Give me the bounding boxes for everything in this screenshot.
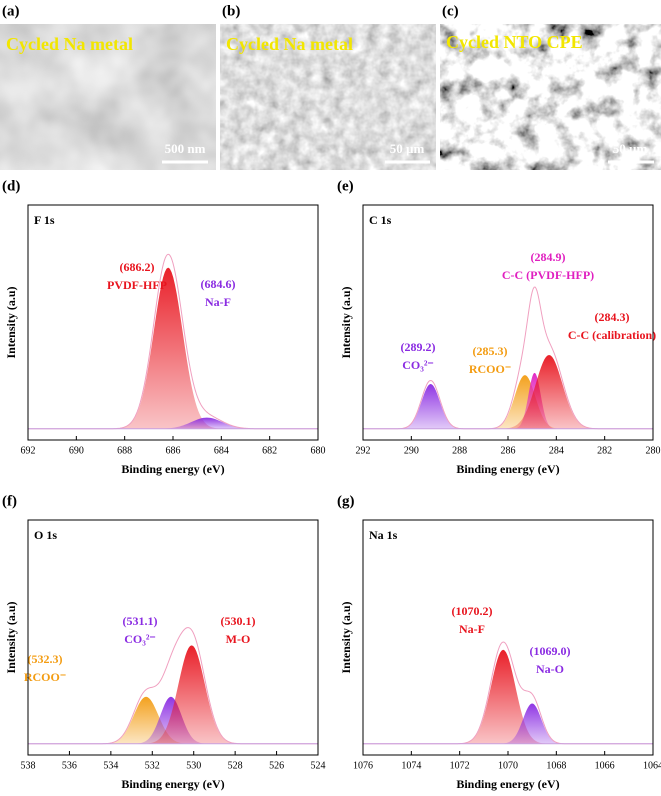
peak-area	[98, 417, 316, 429]
peak-position-label: (284.9)	[531, 250, 566, 264]
image-caption: Cycled Na metal	[6, 34, 133, 54]
peak-name: Na-F	[459, 622, 485, 636]
peak-position-label: (284.3)	[595, 310, 630, 324]
x-tick-label: 280	[646, 445, 661, 456]
spectrum-title: C 1s	[369, 213, 392, 227]
peak-name: CO₃²⁻	[402, 358, 434, 372]
spectrum-title: F 1s	[34, 213, 55, 227]
image-caption: Cycled Na metal	[226, 34, 353, 54]
x-tick-label: 534	[103, 760, 118, 771]
x-tick-label: 686	[166, 445, 181, 456]
x-tick-label: 538	[21, 760, 36, 771]
spectrum-title: O 1s	[34, 528, 57, 542]
peak-area	[365, 384, 496, 429]
peak-name: C-C (PVDF-HFP)	[502, 268, 594, 282]
peak-area	[66, 267, 270, 429]
x-tick-label: 690	[69, 445, 84, 456]
x-tick-label: 684	[214, 445, 229, 456]
x-tick-label: 1072	[450, 760, 470, 771]
scale-label: 500 nm	[165, 141, 206, 156]
x-tick-label: 532	[145, 760, 160, 771]
peak-position-label: (686.2)	[120, 260, 155, 274]
x-tick-label: 682	[262, 445, 277, 456]
spectrum-title: Na 1s	[369, 528, 398, 542]
sem-image	[440, 24, 661, 170]
peak-name: M-O	[226, 632, 251, 646]
peak-name: RCOO⁻	[469, 362, 511, 376]
x-tick-label: 530	[186, 760, 201, 771]
panel-label: (f)	[2, 493, 17, 509]
sem-panels: (a) (b) (c) Cycled Na metal Cycled Na me…	[0, 3, 661, 170]
peak-position-label: (684.6)	[201, 277, 236, 291]
x-tick-label: 288	[452, 445, 467, 456]
x-tick-label: 290	[404, 445, 419, 456]
x-axis-label: Binding energy (eV)	[456, 462, 559, 476]
y-axis-label: Intensity (a.u)	[4, 286, 18, 358]
peak-name: RCOO⁻	[24, 670, 66, 684]
peak-name: C-C (calibration)	[568, 328, 656, 342]
x-tick-label: 284	[549, 445, 564, 456]
panel-label: (e)	[337, 178, 354, 194]
scale-label: 50 µm	[613, 141, 648, 156]
peak-position-label: (530.1)	[221, 614, 256, 628]
sem-image	[220, 24, 436, 170]
panel-label: (d)	[2, 178, 20, 194]
panel-label: (g)	[337, 493, 355, 509]
peak-area	[454, 354, 644, 429]
x-tick-label: 1064	[643, 760, 661, 771]
x-axis-label: Binding energy (eV)	[121, 777, 224, 791]
panel-label: (a)	[2, 3, 20, 19]
y-axis-label: Intensity (a.u)	[4, 601, 18, 673]
peak-name: CO₃²⁻	[124, 632, 156, 646]
peak-name: Na-O	[536, 662, 564, 676]
peak-area	[466, 703, 598, 744]
image-caption: Cycled NTO CPE	[446, 32, 583, 52]
x-tick-label: 1076	[353, 760, 373, 771]
peak-area	[59, 696, 234, 744]
x-tick-label: 1066	[595, 760, 615, 771]
x-tick-label: 536	[62, 760, 77, 771]
peak-position-label: (1070.2)	[452, 604, 493, 618]
peak-position-label: (1069.0)	[530, 644, 571, 658]
peak-name: Na-F	[205, 295, 231, 309]
x-tick-label: 282	[597, 445, 612, 456]
x-tick-label: 286	[501, 445, 516, 456]
plot-frame	[27, 519, 319, 756]
peak-name: PVDF-HFP	[107, 278, 167, 292]
x-tick-label: 688	[117, 445, 132, 456]
x-axis-label: Binding energy (eV)	[456, 777, 559, 791]
peak-area	[416, 649, 591, 744]
x-tick-label: 1070	[498, 760, 518, 771]
panel-label: (b)	[222, 3, 240, 19]
x-tick-label: 292	[356, 445, 371, 456]
peak-position-label: (285.3)	[473, 344, 508, 358]
x-tick-label: 1068	[546, 760, 566, 771]
peak-position-label: (289.2)	[401, 340, 436, 354]
peak-area	[98, 645, 285, 744]
x-tick-label: 680	[311, 445, 326, 456]
peak-area	[452, 375, 598, 429]
y-axis-label: Intensity (a.u)	[339, 286, 353, 358]
sem-image	[0, 24, 216, 170]
x-tick-label: 524	[311, 760, 326, 771]
panel-label: (c)	[442, 3, 459, 19]
scale-label: 50 µm	[390, 141, 425, 156]
x-tick-label: 692	[21, 445, 36, 456]
x-axis-label: Binding energy (eV)	[121, 462, 224, 476]
x-tick-label: 528	[228, 760, 243, 771]
x-tick-label: 1074	[401, 760, 421, 771]
x-tick-label: 526	[269, 760, 284, 771]
peak-position-label: (532.3)	[28, 652, 63, 666]
y-axis-label: Intensity (a.u)	[339, 601, 353, 673]
peak-position-label: (531.1)	[123, 614, 158, 628]
